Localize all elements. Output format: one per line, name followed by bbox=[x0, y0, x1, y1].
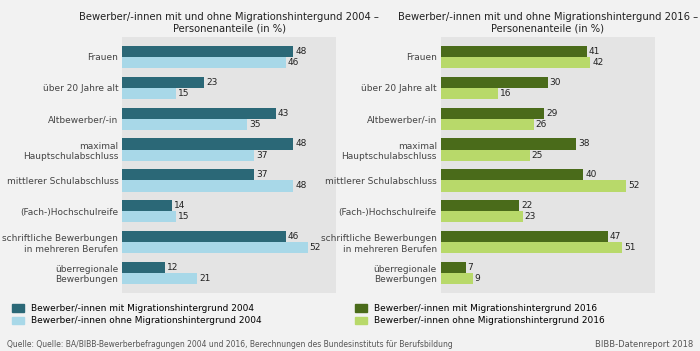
Bar bbox=[441, 169, 583, 180]
Bar bbox=[122, 88, 176, 99]
Text: 12: 12 bbox=[167, 263, 178, 272]
Text: 37: 37 bbox=[256, 151, 267, 160]
Text: 46: 46 bbox=[288, 58, 300, 67]
Text: 23: 23 bbox=[524, 212, 536, 221]
Legend: Bewerber/-innen mit Migrationshintergrund 2004, Bewerber/-innen ohne Migrationsh: Bewerber/-innen mit Migrationshintergrun… bbox=[11, 304, 262, 325]
Legend: Bewerber/-innen mit Migrationshintergrund 2016, Bewerber/-innen ohne Migrationsh: Bewerber/-innen mit Migrationshintergrun… bbox=[354, 304, 605, 325]
Bar bbox=[122, 107, 276, 119]
Text: 46: 46 bbox=[288, 232, 300, 241]
Text: Quelle: Quelle: BA/BIBB-Bewerberbefragungen 2004 und 2016, Berechnungen des Bund: Quelle: Quelle: BA/BIBB-Bewerberbefragun… bbox=[7, 340, 453, 349]
Bar bbox=[441, 273, 473, 284]
Bar bbox=[122, 242, 307, 253]
Bar bbox=[122, 211, 176, 223]
Text: 9: 9 bbox=[475, 274, 481, 283]
Bar bbox=[122, 138, 293, 150]
Text: BIBB-Datenreport 2018: BIBB-Datenreport 2018 bbox=[595, 340, 693, 349]
Bar bbox=[441, 231, 608, 242]
Bar bbox=[441, 88, 498, 99]
Bar bbox=[441, 262, 466, 273]
Bar bbox=[122, 119, 247, 130]
Bar bbox=[122, 77, 204, 88]
Text: 51: 51 bbox=[624, 243, 636, 252]
Text: 14: 14 bbox=[174, 201, 186, 210]
Bar bbox=[441, 150, 530, 161]
Text: 15: 15 bbox=[178, 212, 189, 221]
Title: Bewerber/-innen mit und ohne Migrationshintergund 2016 –
Personenanteile (in %): Bewerber/-innen mit und ohne Migrationsh… bbox=[398, 12, 698, 33]
Text: 41: 41 bbox=[589, 47, 600, 56]
Text: 48: 48 bbox=[295, 47, 307, 56]
Text: 26: 26 bbox=[536, 120, 547, 129]
Bar bbox=[122, 169, 254, 180]
Bar bbox=[122, 180, 293, 192]
Text: 25: 25 bbox=[532, 151, 543, 160]
Bar bbox=[441, 57, 591, 68]
Bar bbox=[122, 150, 254, 161]
Text: 48: 48 bbox=[295, 139, 307, 148]
Text: 29: 29 bbox=[546, 108, 557, 118]
Text: 23: 23 bbox=[206, 78, 218, 87]
Text: 48: 48 bbox=[295, 181, 307, 191]
Text: 30: 30 bbox=[550, 78, 561, 87]
Text: 43: 43 bbox=[277, 108, 288, 118]
Title: Bewerber/-innen mit und ohne Migrationshintergund 2004 –
Personenanteile (in %): Bewerber/-innen mit und ohne Migrationsh… bbox=[79, 12, 379, 33]
Bar bbox=[122, 262, 165, 273]
Text: 47: 47 bbox=[610, 232, 622, 241]
Bar bbox=[122, 46, 293, 57]
Bar bbox=[441, 138, 576, 150]
Bar bbox=[441, 180, 626, 192]
Text: 42: 42 bbox=[592, 58, 603, 67]
Bar bbox=[441, 46, 587, 57]
Bar bbox=[122, 231, 286, 242]
Bar bbox=[122, 200, 172, 211]
Text: 37: 37 bbox=[256, 170, 267, 179]
Text: 52: 52 bbox=[628, 181, 639, 191]
Bar bbox=[441, 77, 547, 88]
Text: 7: 7 bbox=[468, 263, 473, 272]
Text: 38: 38 bbox=[578, 139, 589, 148]
Text: 52: 52 bbox=[309, 243, 321, 252]
Text: 40: 40 bbox=[585, 170, 596, 179]
Bar bbox=[441, 107, 544, 119]
Text: 16: 16 bbox=[500, 89, 511, 98]
Text: 15: 15 bbox=[178, 89, 189, 98]
Text: 22: 22 bbox=[521, 201, 532, 210]
Bar bbox=[122, 57, 286, 68]
Text: 35: 35 bbox=[248, 120, 260, 129]
Bar bbox=[441, 119, 533, 130]
Bar bbox=[122, 273, 197, 284]
Bar bbox=[441, 242, 622, 253]
Text: 21: 21 bbox=[199, 274, 211, 283]
Bar bbox=[441, 211, 523, 223]
Bar bbox=[441, 200, 519, 211]
